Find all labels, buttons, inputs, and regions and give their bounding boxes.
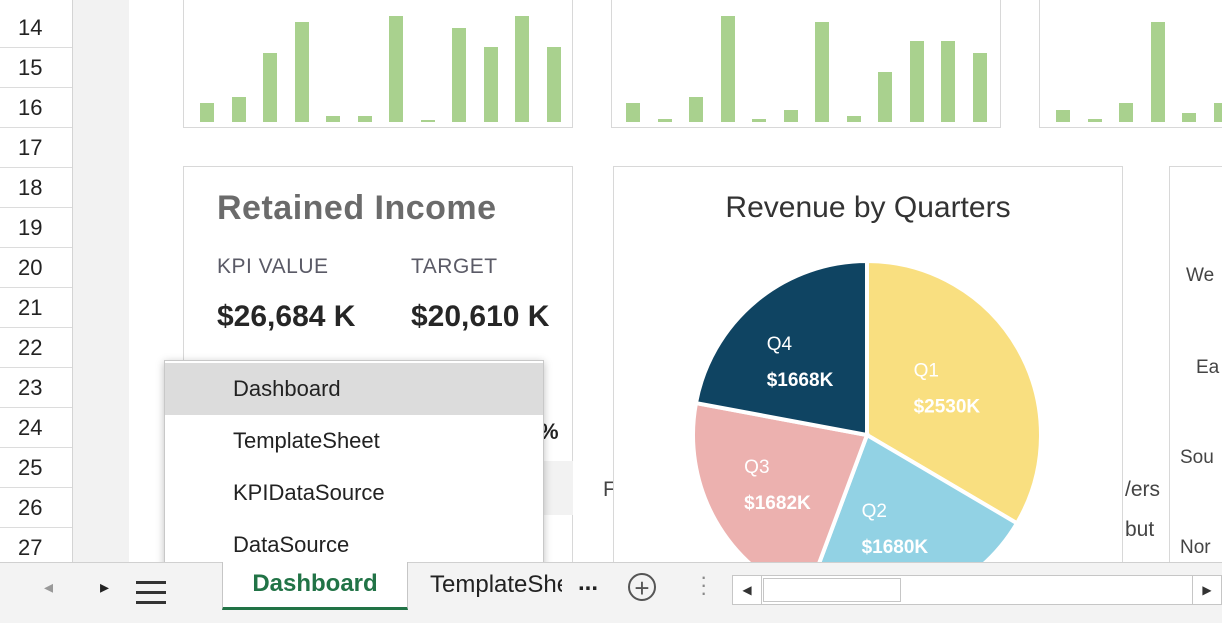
target-label: TARGET [411,255,498,279]
mini-bar-2-4 [721,16,735,122]
scrollbar-thumb[interactable] [763,578,901,602]
pie-label-q2: Q2 [862,501,887,522]
mini-bar-2-7 [815,22,829,122]
mini-bar-1-11 [515,16,529,122]
mini-bar-chart-2[interactable] [611,0,1001,128]
scroll-right-arrow-icon[interactable]: ▶ [1192,576,1221,604]
row-header-22[interactable]: 22 [0,328,72,368]
kpi-value-label: KPI VALUE [217,255,329,279]
mini-bar-1-2 [232,97,246,122]
row-header-19[interactable]: 19 [0,208,72,248]
more-tabs-button[interactable]: ... [578,569,598,597]
mini-bar-2-1 [626,103,640,122]
clipped-text-right-2: but [1125,518,1154,542]
clipped-text-right-1: /ers [1125,478,1160,502]
kpi-gauge-fragment [539,461,573,515]
mini-bar-2-6 [784,110,798,122]
pie-value-q3: $1682K [744,493,811,514]
mini-bar-3-5 [1182,113,1196,122]
mini-bar-3-4 [1151,22,1165,122]
pie-value-q1: $2530K [914,397,981,418]
row-header-16[interactable]: 16 [0,88,72,128]
pie-label-q3: Q3 [744,457,769,478]
sheet-tab-bar: ◂ ▸ Dashboard TemplateSheet ... + ··· ◀ … [0,562,1222,623]
mini-bar-2-5 [752,119,766,122]
region-label-west: We [1186,265,1214,287]
sheet-list-item-dashboard[interactable]: Dashboard [165,363,543,415]
column-gutter [73,0,129,562]
tab-splitter-handle[interactable]: ··· [700,573,707,597]
row-header-24[interactable]: 24 [0,408,72,448]
scroll-tabs-right-icon[interactable]: ▸ [100,577,109,598]
tab-templatesheet[interactable]: TemplateSheet [430,571,562,599]
row-header-21[interactable]: 21 [0,288,72,328]
mini-bar-3-2 [1088,119,1102,122]
row-header-26[interactable]: 26 [0,488,72,528]
mini-bar-chart-1[interactable] [183,0,573,128]
region-chart-card[interactable]: We Ea Sou Nor [1169,166,1222,566]
target-value: $20,610 K [411,300,549,334]
mini-bar-3-6 [1214,103,1222,122]
sheet-list-menu-icon[interactable] [136,581,166,611]
region-label-east: Ea [1196,357,1219,379]
scroll-tabs-left-icon[interactable]: ◂ [44,577,53,598]
mini-bar-1-9 [452,28,466,122]
pie-label-q1: Q1 [914,361,939,382]
pie-label-q4: Q4 [767,334,793,355]
pie-value-q4: $1668K [767,370,834,391]
kpi-title: Retained Income [217,189,497,228]
mini-bar-1-12 [547,47,561,122]
mini-bar-2-9 [878,72,892,122]
mini-bar-chart-3[interactable] [1039,0,1222,128]
mini-bar-1-6 [358,116,372,122]
sheet-list-item-kpidatasource[interactable]: KPIDataSource [165,467,543,519]
mini-bar-1-3 [263,53,277,122]
pie-value-q2: $1680K [862,537,929,558]
region-label-north: Nor [1180,537,1211,559]
add-sheet-icon[interactable]: + [628,573,656,601]
mini-bar-2-10 [910,41,924,122]
mini-bar-1-4 [295,22,309,122]
kpi-value: $26,684 K [217,300,355,334]
row-header-20[interactable]: 20 [0,248,72,288]
mini-bar-1-8 [421,120,435,122]
mini-bar-2-3 [689,97,703,122]
row-header-18[interactable]: 18 [0,168,72,208]
sheet-list-menu[interactable]: Dashboard TemplateSheet KPIDataSource Da… [164,360,544,572]
row-header-25[interactable]: 25 [0,448,72,488]
mini-bar-2-12 [973,53,987,122]
mini-bar-1-10 [484,47,498,122]
tab-dashboard[interactable]: Dashboard [222,562,408,610]
mini-bar-2-11 [941,41,955,122]
row-header-15[interactable]: 15 [0,48,72,88]
region-label-south: Sou [1180,447,1214,469]
mini-bar-2-2 [658,119,672,122]
mini-bar-1-5 [326,116,340,122]
mini-bar-1-1 [200,103,214,122]
mini-bar-3-3 [1119,103,1133,122]
sheet-list-item-templatesheet[interactable]: TemplateSheet [165,415,543,467]
horizontal-scrollbar[interactable]: ◀ ▶ [732,575,1222,605]
mini-bar-1-7 [389,16,403,122]
scroll-left-arrow-icon[interactable]: ◀ [733,576,762,604]
row-header-23[interactable]: 23 [0,368,72,408]
pie-chart: Q1 $2530K Q2 $1680K Q3 $1682K Q4 $1668K [614,167,1123,566]
row-header-17[interactable]: 17 [0,128,72,168]
row-header-14[interactable]: 14 [0,8,72,48]
mini-bar-2-8 [847,116,861,122]
mini-bar-3-1 [1056,110,1070,122]
